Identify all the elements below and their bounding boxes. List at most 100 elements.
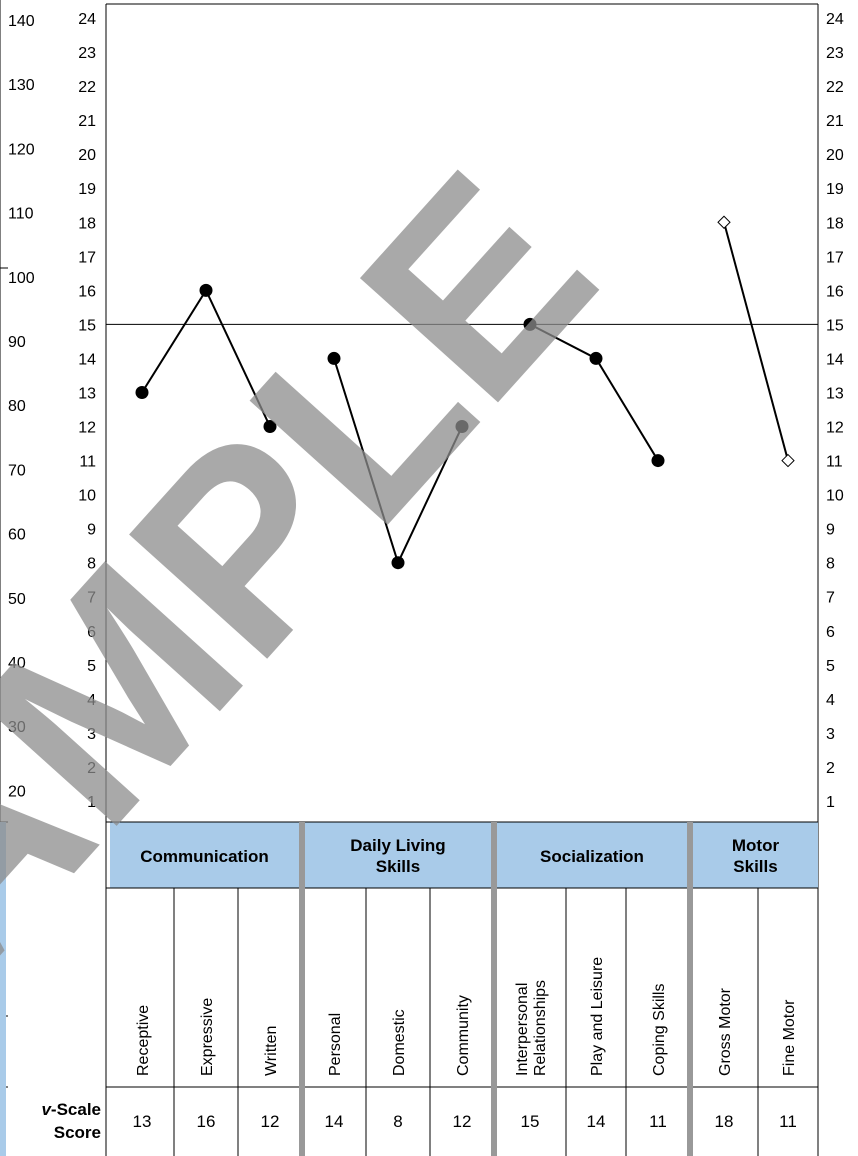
domain-header-band bbox=[110, 822, 818, 888]
y-tick-label-right: 13 bbox=[826, 385, 844, 402]
outer-tick-label: 70 bbox=[8, 462, 26, 479]
y-tick-label-right: 3 bbox=[826, 726, 835, 743]
score-value: 12 bbox=[453, 1112, 472, 1131]
score-value: 8 bbox=[393, 1112, 402, 1131]
y-tick-label-left: 13 bbox=[78, 385, 96, 402]
outer-tick-label: 60 bbox=[8, 527, 26, 544]
y-tick-label-right: 19 bbox=[826, 181, 844, 198]
subdomain-label-group: Interpersonal Relationships bbox=[514, 980, 549, 1076]
y-tick-label-left: 5 bbox=[87, 658, 96, 675]
y-tick-label-right: 11 bbox=[826, 454, 843, 471]
subdomain-label-group: Play and Leisure bbox=[589, 957, 606, 1076]
y-tick-label-right: 12 bbox=[826, 420, 844, 437]
subdomain-label-group: Personal bbox=[327, 1013, 344, 1076]
subdomain-label: Community bbox=[455, 995, 472, 1076]
outer-tick-label: 120 bbox=[8, 141, 35, 158]
subdomain-label: Receptive bbox=[135, 1005, 152, 1076]
subdomain-label-group: Coping Skills bbox=[651, 984, 668, 1076]
outer-tick-label: 80 bbox=[8, 398, 26, 415]
domain-separator bbox=[299, 822, 305, 1156]
y-tick-label-right: 6 bbox=[826, 624, 835, 641]
domain-header: Daily Living bbox=[350, 836, 445, 855]
y-tick-label-left: 19 bbox=[78, 181, 96, 198]
domain-separator bbox=[491, 822, 497, 1156]
y-tick-label-right: 17 bbox=[826, 249, 844, 266]
y-tick-label-left: 2 bbox=[87, 760, 96, 777]
outer-tick-label: 40 bbox=[8, 655, 26, 672]
data-point bbox=[455, 420, 469, 434]
score-value: 15 bbox=[521, 1112, 540, 1131]
domain-header: Skills bbox=[376, 857, 420, 876]
y-tick-label-left: 14 bbox=[78, 351, 96, 368]
subdomain-label: Written bbox=[263, 1026, 280, 1076]
subdomain-label-group: Gross Motor bbox=[717, 987, 734, 1076]
y-tick-label-left: 9 bbox=[87, 522, 96, 539]
subdomain-label-group: Community bbox=[455, 995, 472, 1076]
subdomain-label: Expressive bbox=[199, 998, 216, 1076]
y-tick-label-right: 21 bbox=[826, 113, 844, 130]
outer-tick-label: 20 bbox=[8, 783, 26, 800]
y-tick-label-right: 14 bbox=[826, 351, 844, 368]
outer-tick-label: 100 bbox=[8, 270, 35, 287]
y-tick-label-left: 24 bbox=[78, 11, 96, 28]
data-point bbox=[523, 317, 537, 331]
y-tick-label-left: 10 bbox=[78, 488, 96, 505]
score-row-label: v-Scale bbox=[41, 1100, 101, 1119]
outer-tick-label: 90 bbox=[8, 334, 26, 351]
subdomain-label: Play and Leisure bbox=[589, 957, 606, 1076]
score-row-label-prefix: v bbox=[41, 1100, 52, 1119]
y-tick-label-left: 8 bbox=[87, 556, 96, 573]
data-point bbox=[199, 283, 213, 297]
subdomain-label-group: Fine Motor bbox=[781, 999, 798, 1076]
y-tick-label-left: 3 bbox=[87, 726, 96, 743]
subdomain-label: Gross Motor bbox=[717, 987, 734, 1076]
y-tick-label-left: 18 bbox=[78, 215, 96, 232]
y-tick-label-right: 16 bbox=[826, 283, 844, 300]
subdomain-label-group: Domestic bbox=[391, 1009, 408, 1076]
y-tick-label-left: 15 bbox=[78, 317, 96, 334]
score-value: 11 bbox=[649, 1112, 667, 1131]
y-tick-label-right: 7 bbox=[826, 590, 835, 607]
data-point bbox=[391, 556, 405, 570]
y-tick-label-left: 17 bbox=[78, 249, 96, 266]
y-tick-label-left: 11 bbox=[79, 454, 96, 471]
y-tick-label-right: 5 bbox=[826, 658, 835, 675]
y-tick-label-right: 9 bbox=[826, 522, 835, 539]
domain-header: Motor bbox=[732, 836, 780, 855]
score-value: 14 bbox=[587, 1112, 606, 1131]
outer-tick-label: 50 bbox=[8, 591, 26, 608]
subdomain-label: Fine Motor bbox=[781, 999, 798, 1076]
score-value: 11 bbox=[779, 1112, 797, 1131]
y-tick-label-right: 4 bbox=[826, 692, 835, 709]
y-tick-label-left: 4 bbox=[87, 692, 96, 709]
subdomain-label-group: Expressive bbox=[199, 998, 216, 1076]
y-tick-label-left: 22 bbox=[78, 79, 96, 96]
y-tick-label-right: 8 bbox=[826, 556, 835, 573]
y-tick-label-right: 10 bbox=[826, 488, 844, 505]
subdomain-label: Personal bbox=[327, 1013, 344, 1076]
data-point bbox=[717, 215, 731, 229]
data-point bbox=[263, 420, 277, 434]
domain-table: Communication Daily Living Skills Socializa… bbox=[0, 821, 818, 1156]
watermark-text: SAMPLE bbox=[0, 119, 650, 1156]
outer-tick-label: 130 bbox=[8, 77, 35, 94]
chart-frame bbox=[0, 0, 819, 1156]
y-tick-label-right: 2 bbox=[826, 760, 835, 777]
outer-tick-label: 30 bbox=[8, 719, 26, 736]
y-tick-label-right: 23 bbox=[826, 45, 844, 62]
y-tick-label-left: 7 bbox=[87, 590, 96, 607]
outer-tick-label: 110 bbox=[8, 206, 34, 223]
outer-band bbox=[0, 822, 6, 1156]
series-line bbox=[723, 222, 789, 461]
subdomain-label: Domestic bbox=[391, 1009, 408, 1076]
y-tick-label-left: 20 bbox=[78, 147, 96, 164]
score-row-label-part: -Scale bbox=[51, 1100, 101, 1119]
y-tick-label-left: 23 bbox=[78, 45, 96, 62]
y-tick-label-left: 1 bbox=[87, 794, 96, 811]
score-row-label-part: Score bbox=[54, 1123, 101, 1142]
domain-separator bbox=[687, 822, 693, 1156]
domain-header: Skills bbox=[733, 857, 777, 876]
subdomain-label: Interpersonal bbox=[514, 983, 531, 1076]
